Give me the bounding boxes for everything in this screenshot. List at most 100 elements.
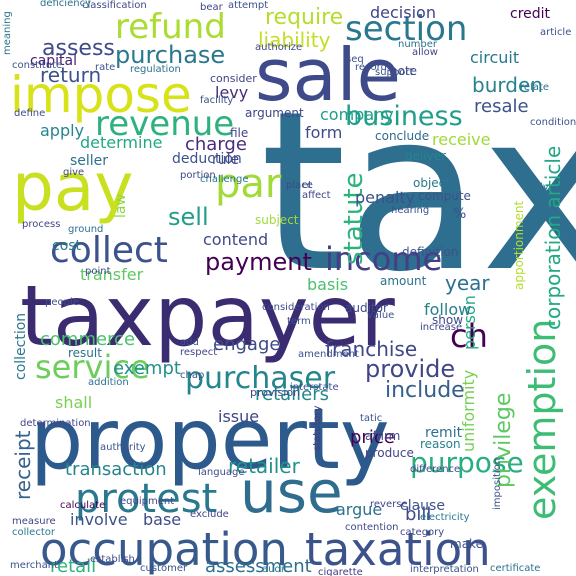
word-ground: ground — [68, 224, 103, 235]
word-portion: portion — [180, 170, 216, 181]
word-apportionment: apportionment — [512, 200, 526, 290]
word-credit: credit — [510, 6, 551, 22]
word-statute: statute — [339, 172, 369, 265]
word-apply: apply — [40, 121, 84, 140]
word-sale: sale — [255, 33, 401, 117]
word-resale: resale — [474, 96, 529, 117]
word-argument: argument — [245, 106, 304, 120]
word-shall: shall — [55, 393, 92, 412]
word-show: show — [432, 313, 463, 327]
word-circuit: circuit — [470, 48, 519, 67]
word-exclude: exclude — [190, 509, 229, 520]
word-produce: produce — [365, 446, 414, 460]
word-purchaser: purchaser — [185, 361, 336, 396]
word-statutory: statutory — [312, 405, 323, 451]
word-occupation: occupation — [40, 523, 288, 576]
word-form: form — [305, 123, 342, 142]
word-relate: relate — [520, 82, 549, 93]
word-receipt: receipt — [11, 430, 35, 500]
word-term: term — [287, 316, 311, 327]
word-decision: decision — [370, 3, 436, 22]
word-electricity: electricity — [420, 512, 470, 523]
word-affect: affect — [302, 190, 331, 201]
word-consideration: consideration — [262, 302, 330, 313]
word-point: point — [85, 266, 111, 277]
word-bear: bear — [200, 2, 224, 13]
word-challenge: challenge — [200, 174, 249, 185]
word-make: make — [450, 537, 483, 551]
word-respect: respect — [180, 347, 217, 358]
word-pay: pay — [12, 149, 133, 226]
word-cost: cost — [52, 238, 82, 254]
word-establish: establish — [90, 554, 135, 565]
word-payment: payment — [205, 248, 312, 276]
word-authority: authority — [100, 442, 146, 453]
word-chap: chap — [180, 370, 204, 381]
word-reason: reason — [420, 437, 461, 451]
word-taxpayer: taxpayer — [20, 267, 395, 365]
word-sell: sell — [168, 203, 209, 231]
word-process: process — [22, 219, 60, 230]
word-support: support — [375, 67, 413, 78]
word-levy: levy — [215, 83, 248, 102]
word-determine: determine — [80, 133, 162, 152]
word-property: property — [30, 390, 390, 488]
word-difference: difference — [410, 464, 460, 475]
word-rely: rely — [530, 182, 549, 193]
word-issue: issue — [218, 407, 259, 426]
word-merchant: merchant — [10, 560, 58, 571]
word-authorize: authorize — [255, 42, 302, 53]
word-follow: follow — [424, 300, 471, 319]
word-year: year — [445, 271, 490, 295]
word-definition: definition — [402, 245, 458, 259]
word-hearing: hearing — [391, 205, 429, 216]
word-allow: allow — [412, 47, 438, 58]
word-give: give — [63, 167, 84, 178]
word-certificate: certificate — [490, 563, 540, 574]
word-determination: determination — [20, 418, 91, 429]
word-: % — [453, 206, 466, 222]
word-category: category — [400, 527, 444, 538]
word-number: number — [398, 39, 438, 50]
word-provide: provide — [365, 355, 455, 383]
word-deficiency: deficiency — [40, 0, 91, 9]
word-section: section — [345, 9, 467, 49]
word-measure: measure — [12, 516, 56, 527]
word-classification: classification — [82, 0, 147, 11]
word-argue: argue — [336, 500, 382, 519]
word-clause: clause — [400, 498, 445, 514]
word-assessment: assessment — [205, 556, 312, 576]
word-people: people — [45, 297, 79, 308]
word-cigarette: cigarette — [318, 567, 363, 576]
word-uniformity: uniformity — [459, 370, 478, 452]
word-constitute: constitute — [12, 60, 62, 71]
word-seq: seq — [346, 54, 364, 65]
word-consider: consider — [210, 72, 257, 85]
word-language: language — [198, 467, 245, 478]
word-exempt: exempt — [113, 358, 181, 379]
word-return: return — [40, 63, 101, 87]
word-law: law — [113, 194, 129, 218]
word-capital: capital — [30, 53, 77, 69]
word-involve: involve — [70, 510, 128, 529]
word-subject: subject — [255, 213, 299, 227]
word-engage: engage — [213, 334, 280, 355]
word-affirm: affirm — [365, 429, 400, 443]
word-facility: facility — [200, 95, 233, 106]
word-conclude: conclude — [375, 129, 429, 143]
word-tatic: tatic — [360, 413, 382, 424]
word-contention: contention — [345, 522, 399, 533]
word-deliver: deliver — [405, 149, 446, 163]
word-calculate: calculate — [60, 500, 105, 511]
word-seller: seller — [70, 153, 108, 169]
word-note: note — [390, 64, 417, 78]
word-base: base — [143, 510, 181, 529]
word-person: person — [460, 295, 479, 350]
word-price: price — [350, 427, 395, 448]
word-revenue: revenue — [95, 104, 234, 144]
word-rule: rule — [212, 152, 239, 168]
word-reverse: reverse — [370, 499, 408, 510]
word-interstate: interstate — [290, 382, 339, 393]
word-contend: contend — [203, 230, 268, 249]
